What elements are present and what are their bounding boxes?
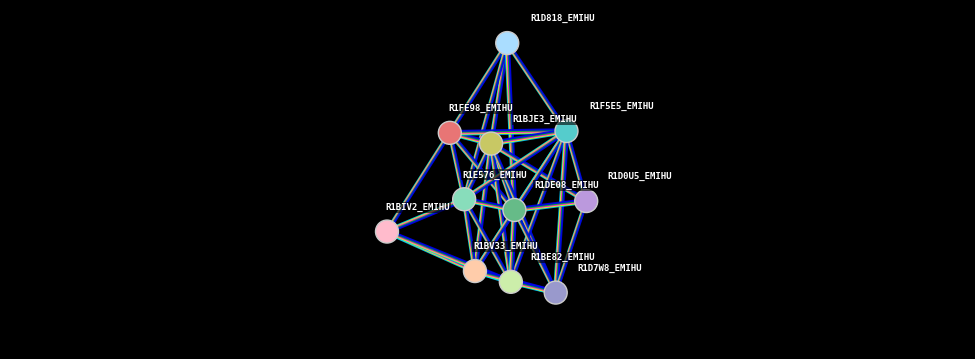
Circle shape	[544, 281, 567, 304]
Circle shape	[574, 190, 598, 213]
Circle shape	[499, 270, 523, 293]
Circle shape	[452, 188, 476, 211]
Circle shape	[439, 121, 461, 144]
Circle shape	[463, 260, 487, 283]
Circle shape	[495, 32, 519, 55]
Text: R1BE82_EMIHU: R1BE82_EMIHU	[530, 253, 595, 262]
Text: R1D7W8_EMIHU: R1D7W8_EMIHU	[577, 264, 642, 273]
Circle shape	[375, 220, 399, 243]
Circle shape	[555, 120, 578, 143]
Text: R1FE98_EMIHU: R1FE98_EMIHU	[448, 104, 513, 113]
Text: R1BJE3_EMIHU: R1BJE3_EMIHU	[513, 115, 577, 124]
Text: R1D0U5_EMIHU: R1D0U5_EMIHU	[607, 172, 673, 181]
Text: R1DE08_EMIHU: R1DE08_EMIHU	[534, 181, 599, 190]
Text: R1E576_EMIHU: R1E576_EMIHU	[462, 171, 526, 180]
Text: R1F5E5_EMIHU: R1F5E5_EMIHU	[590, 102, 654, 111]
Text: R1BV33_EMIHU: R1BV33_EMIHU	[473, 242, 537, 251]
Text: R1D818_EMIHU: R1D818_EMIHU	[530, 14, 595, 23]
Text: R1BIV2_EMIHU: R1BIV2_EMIHU	[385, 203, 449, 212]
Circle shape	[480, 132, 502, 155]
Circle shape	[503, 199, 526, 222]
